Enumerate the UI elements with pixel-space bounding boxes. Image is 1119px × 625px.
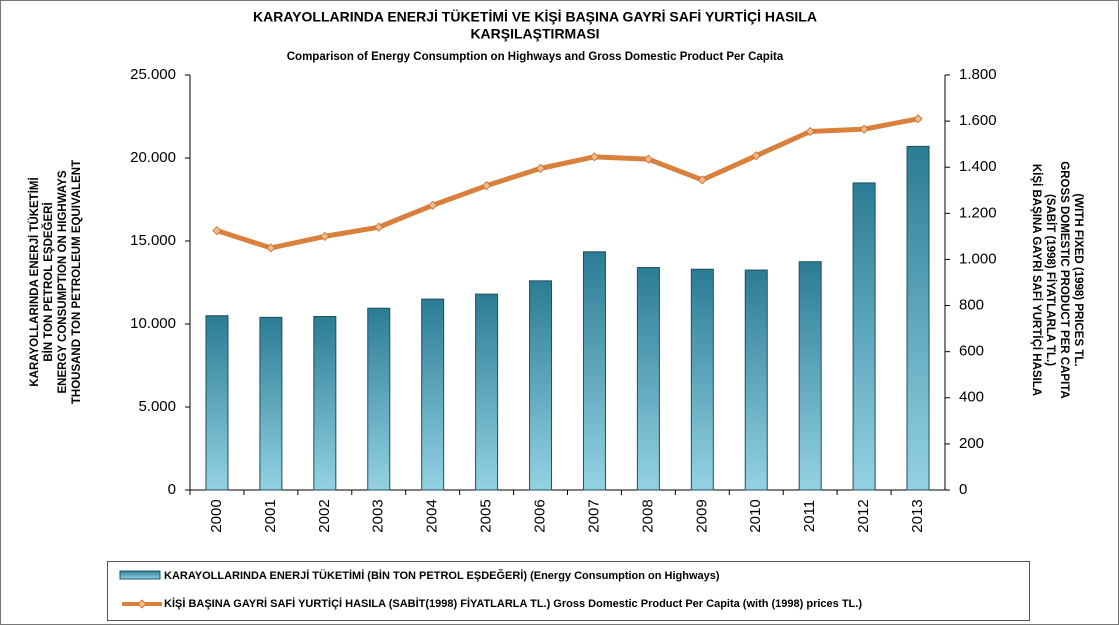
- x-tick-label: 2005: [478, 499, 495, 532]
- bar: [798, 261, 822, 491]
- bar: [367, 307, 391, 491]
- bar: [259, 316, 283, 491]
- y2-tick-label: 1.000: [959, 250, 997, 267]
- legend-swatch: [119, 570, 161, 580]
- y2-tick-label: 800: [959, 297, 984, 314]
- y2-tick-label: 600: [959, 343, 984, 360]
- line-marker: [859, 124, 869, 134]
- line-marker: [428, 200, 438, 210]
- chart-title: KARŞILAŞTIRMASI: [470, 26, 599, 42]
- x-tick-label: 2006: [532, 499, 549, 532]
- bar: [636, 267, 660, 491]
- bar: [421, 298, 445, 491]
- y2-axis-title: (SABİT (1998) FİYATLARLA TL.): [1044, 194, 1057, 366]
- line-marker: [374, 222, 384, 232]
- bar: [582, 251, 606, 491]
- bar: [205, 315, 229, 491]
- y-axis-title: BİN TON PETROL EŞDEĞERİ: [42, 202, 55, 361]
- line-marker: [697, 175, 707, 185]
- line-marker: [643, 154, 653, 164]
- y2-tick-label: 1.200: [959, 204, 997, 221]
- y-tick-label: 20.000: [130, 149, 176, 166]
- bar: [690, 268, 714, 491]
- line-marker: [913, 114, 923, 124]
- bar: [313, 316, 337, 491]
- x-tick-label: 2011: [801, 500, 818, 532]
- x-tick-label: 2009: [693, 499, 710, 532]
- bar: [744, 269, 768, 491]
- x-tick-label: 2012: [855, 499, 872, 532]
- y-axis-title: KARAYOLLARINDA ENERJİ TÜKETİMİ: [28, 177, 41, 386]
- line-marker: [482, 181, 492, 191]
- y2-tick-label: 1.400: [959, 158, 997, 175]
- y-tick-label: 0: [168, 481, 176, 498]
- y-tick-label: 15.000: [130, 232, 176, 249]
- y2-tick-label: 1.800: [959, 66, 997, 83]
- bar: [475, 293, 499, 491]
- y-tick-label: 10.000: [130, 315, 176, 332]
- y-tick-label: 25.000: [130, 66, 176, 83]
- line-marker: [320, 231, 330, 241]
- x-tick-label: 2001: [262, 499, 279, 532]
- y2-axis-title: KİŞİ BAŞINA GAYRİ SAFİ YURTİÇİ HASILA: [1030, 164, 1043, 396]
- line: [216, 116, 919, 251]
- line-marker: [805, 126, 815, 137]
- y2-tick-label: 0: [959, 481, 967, 498]
- x-tick-label: 2003: [370, 499, 387, 532]
- bar: [906, 145, 930, 491]
- line-marker: [589, 152, 600, 162]
- line-marker: [751, 151, 761, 161]
- x-tick-label: 2013: [909, 499, 926, 532]
- y-axis-title: ENERGY CONSUMPTION ON HIGHWAYS: [57, 170, 69, 393]
- y2-axis-title: (WITH FIXED (1998) PRICES TL.: [1072, 193, 1084, 366]
- x-tick-label: 2004: [424, 499, 441, 532]
- y2-tick-label: 400: [959, 389, 984, 406]
- y-tick-label: 5.000: [138, 398, 176, 415]
- chart-subtitle: Comparison of Energy Consumption on High…: [287, 51, 784, 63]
- x-tick-label: 2000: [208, 499, 225, 532]
- x-tick-label: 2008: [639, 499, 656, 532]
- x-tick-label: 2010: [747, 499, 764, 532]
- y2-axis-title: GROSS DOMESTIC PRODUCT PER CAPITA: [1058, 161, 1070, 398]
- y2-tick-label: 200: [959, 435, 984, 452]
- x-tick-label: 2007: [585, 499, 602, 532]
- line-marker: [266, 243, 276, 253]
- legend-marker: [137, 599, 147, 609]
- legend-label: KİŞİ BAŞINA GAYRİ SAFİ YURTİÇİ HASILA (S…: [164, 597, 862, 610]
- y2-tick-label: 1.600: [959, 112, 997, 129]
- y-axis-title: THOUSAND TON PETROLEUM EQUIVALENT: [71, 160, 83, 404]
- legend-box: [107, 561, 1030, 621]
- bar: [529, 280, 553, 491]
- chart-title: KARAYOLLARINDA ENERJİ TÜKETİMİ VE KİŞİ B…: [253, 9, 817, 25]
- line-marker: [535, 163, 546, 173]
- x-tick-label: 2002: [316, 499, 333, 532]
- line-marker: [212, 226, 222, 236]
- bar: [852, 182, 876, 491]
- legend-label: KARAYOLLARINDA ENERJİ TÜKETİMİ (BİN TON …: [164, 569, 720, 582]
